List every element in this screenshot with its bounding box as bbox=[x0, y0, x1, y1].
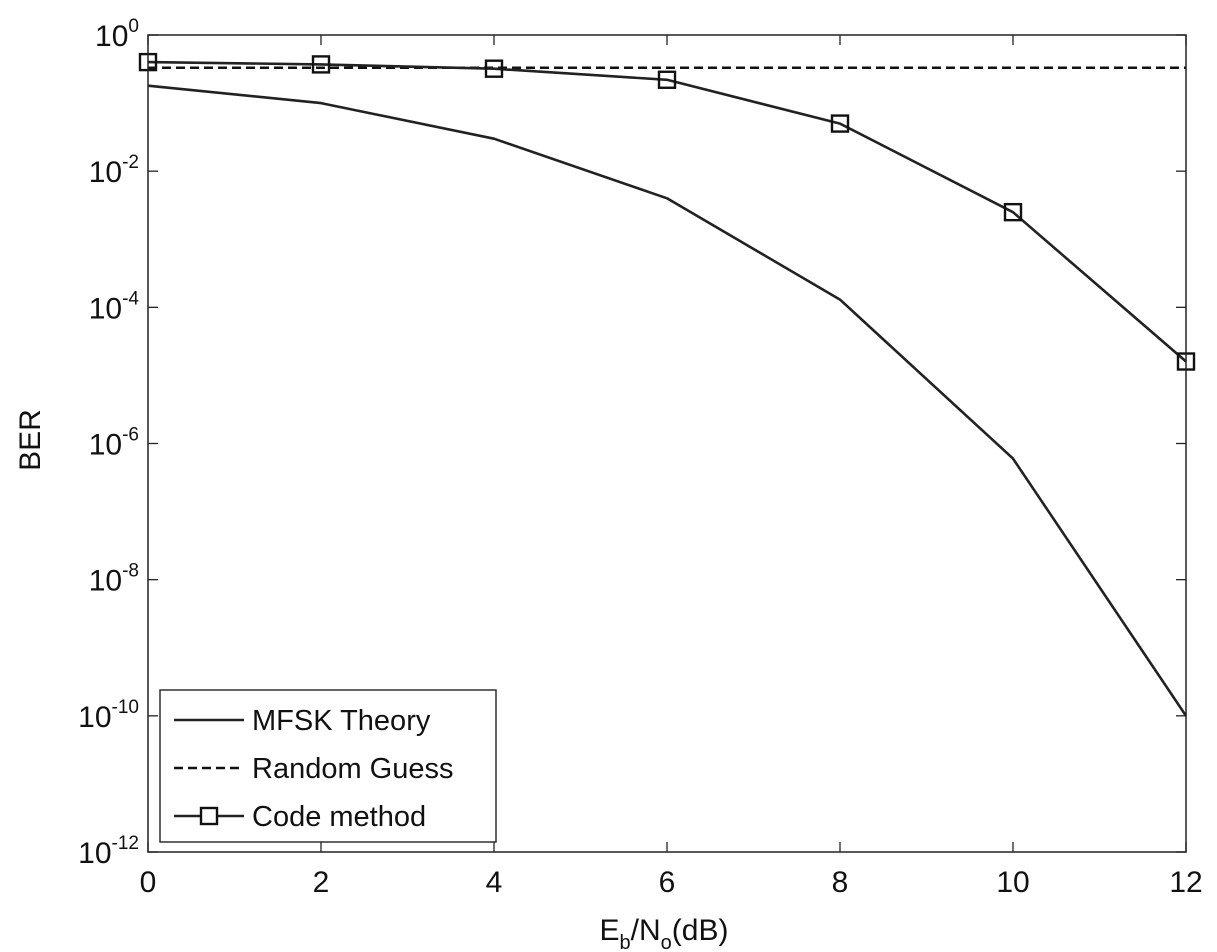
x-axis-label-unit: (dB) bbox=[672, 914, 729, 947]
y-tick-label-0: 100 bbox=[95, 16, 139, 53]
legend-label-0: MFSK Theory bbox=[252, 705, 431, 737]
x-axis-label-sub-b: b bbox=[620, 932, 631, 952]
x-tick-label-4: 8 bbox=[832, 866, 849, 899]
series-marker-2-5 bbox=[1003, 202, 1023, 222]
x-axis-label: Eb/No(dB) bbox=[600, 914, 729, 952]
y-tick-exponent-5: -10 bbox=[112, 697, 139, 718]
series-line-0 bbox=[147, 84, 1188, 717]
y-tick-exponent-0: 0 bbox=[128, 16, 139, 37]
y-tick-base-5: 10 bbox=[78, 701, 111, 734]
y-tick-base-4: 10 bbox=[89, 565, 122, 598]
legend-marker-2 bbox=[199, 806, 219, 826]
y-tick-exponent-2: -4 bbox=[122, 288, 139, 309]
y-tick-label-2: 10-4 bbox=[89, 288, 140, 325]
y-tick-base-1: 10 bbox=[89, 156, 122, 189]
y-tick-label-6: 10-12 bbox=[78, 833, 139, 870]
series-marker-2-2 bbox=[484, 59, 504, 78]
y-axis-label: BER bbox=[14, 409, 47, 471]
x-tick-label-3: 6 bbox=[659, 866, 676, 899]
series-line-2 bbox=[147, 60, 1187, 363]
series-marker-2-1 bbox=[311, 55, 331, 74]
y-tick-label-1: 10-2 bbox=[89, 152, 139, 189]
series-marker-2-4 bbox=[830, 114, 850, 133]
y-tick-label-4: 10-8 bbox=[89, 561, 139, 598]
y-tick-base-0: 10 bbox=[95, 20, 128, 53]
y-tick-base-2: 10 bbox=[89, 292, 122, 325]
y-tick-base-6: 10 bbox=[78, 837, 111, 870]
x-tick-label-1: 2 bbox=[313, 866, 330, 899]
y-tick-label-3: 10-6 bbox=[89, 425, 139, 462]
legend: MFSK Theory Random Guess Code method bbox=[159, 689, 497, 843]
x-tick-label-0: 0 bbox=[140, 866, 157, 899]
x-axis-label-n: /N bbox=[631, 914, 661, 947]
x-axis-label-sub-o: o bbox=[661, 932, 672, 952]
y-tick-exponent-6: -12 bbox=[112, 833, 139, 854]
x-axis-label-e: E bbox=[600, 914, 620, 947]
x-tick-label-5: 10 bbox=[996, 866, 1029, 899]
y-tick-base-3: 10 bbox=[89, 429, 122, 462]
x-tick-label-6: 12 bbox=[1169, 866, 1202, 899]
legend-label-2: Code method bbox=[252, 801, 426, 833]
series-marker-2-3 bbox=[657, 70, 677, 89]
y-tick-exponent-1: -2 bbox=[122, 152, 139, 173]
y-tick-exponent-4: -8 bbox=[122, 561, 139, 582]
y-tick-exponent-3: -6 bbox=[122, 425, 139, 446]
data-layer bbox=[138, 52, 1196, 717]
x-tick-label-2: 4 bbox=[486, 866, 503, 899]
legend-label-1: Random Guess bbox=[252, 753, 454, 785]
y-tick-label-5: 10-10 bbox=[78, 697, 139, 734]
